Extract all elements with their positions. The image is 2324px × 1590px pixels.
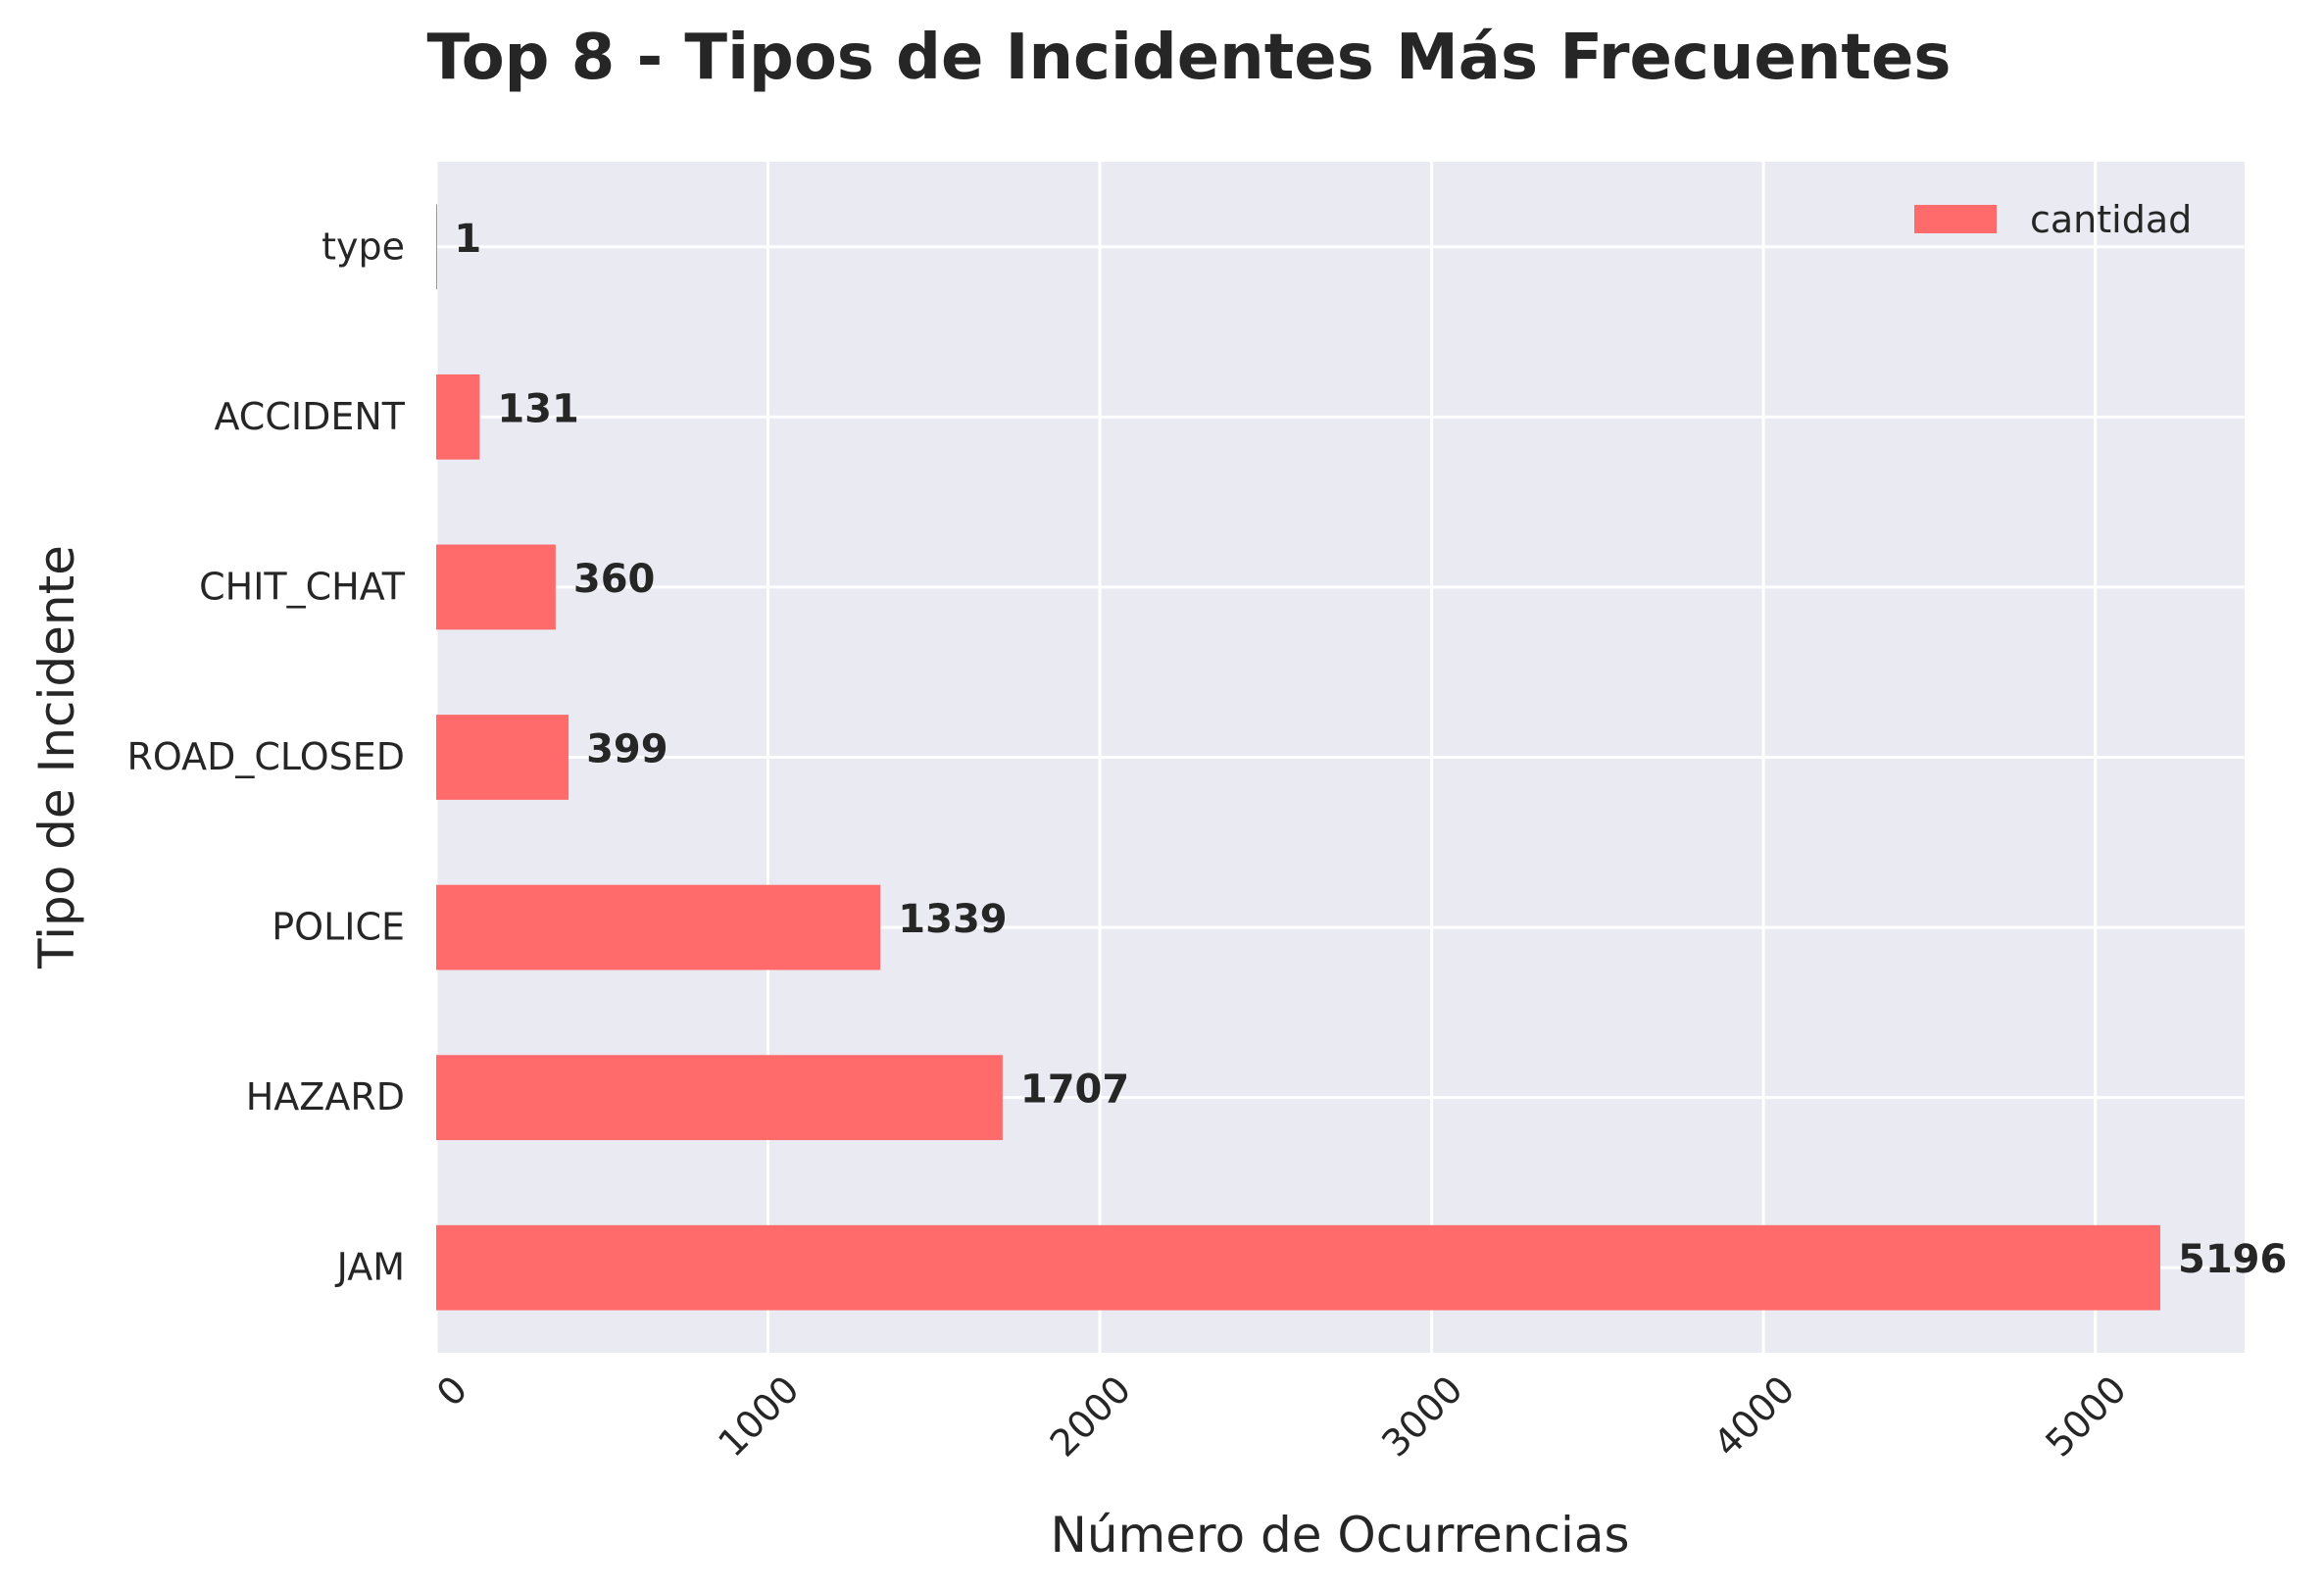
y-axis-label: Tipo de Incidente bbox=[28, 545, 85, 969]
data-label: 1339 bbox=[898, 897, 1007, 942]
bar-road-closed bbox=[436, 715, 569, 800]
x-tick-label: 2000 bbox=[1042, 1367, 1140, 1466]
y-tick-labels: JAM HAZARD POLICE ROAD_CLOSED CHIT_CHAT ACCID… bbox=[126, 224, 405, 1288]
bar-chit-chat bbox=[436, 544, 556, 630]
bar-accident bbox=[436, 373, 480, 460]
y-tick-label: CHIT_CHAT bbox=[199, 565, 406, 608]
x-axis-label: Número de Ocurrencias bbox=[1050, 1507, 1629, 1564]
legend: cantidad bbox=[1914, 198, 2192, 241]
bars bbox=[436, 204, 2161, 1311]
y-tick-label: HAZARD bbox=[246, 1075, 405, 1118]
bar-hazard bbox=[436, 1055, 1003, 1141]
x-tick-label: 1000 bbox=[710, 1367, 808, 1466]
data-label: 131 bbox=[497, 386, 579, 431]
bar-jam bbox=[436, 1224, 2161, 1311]
data-label: 1707 bbox=[1020, 1068, 1129, 1113]
data-label: 399 bbox=[586, 727, 668, 772]
y-tick-label: JAM bbox=[335, 1246, 405, 1289]
x-tick-label: 4000 bbox=[1706, 1367, 1804, 1466]
legend-label: cantidad bbox=[2030, 198, 2192, 241]
bar-type bbox=[436, 204, 437, 290]
data-label: 1 bbox=[454, 217, 481, 262]
y-tick-label: type bbox=[321, 224, 405, 268]
x-tick-labels: 0 1000 2000 3000 4000 5000 bbox=[428, 1367, 2135, 1466]
x-tick-label: 0 bbox=[428, 1367, 475, 1415]
x-tick-label: 3000 bbox=[1373, 1367, 1471, 1466]
data-labels: 5196 1707 1339 399 360 131 1 bbox=[454, 217, 2287, 1282]
bar-police bbox=[436, 884, 881, 970]
y-tick-label: ROAD_CLOSED bbox=[126, 735, 405, 778]
x-tick-label: 5000 bbox=[2037, 1367, 2135, 1466]
y-tick-label: POLICE bbox=[272, 906, 405, 949]
y-tick-label: ACCIDENT bbox=[214, 395, 405, 438]
legend-swatch bbox=[1914, 205, 1997, 233]
data-label: 5196 bbox=[2178, 1237, 2287, 1282]
data-label: 360 bbox=[573, 557, 656, 602]
chart-title: Top 8 - Tipos de Incidentes Más Frecuent… bbox=[427, 22, 1952, 94]
